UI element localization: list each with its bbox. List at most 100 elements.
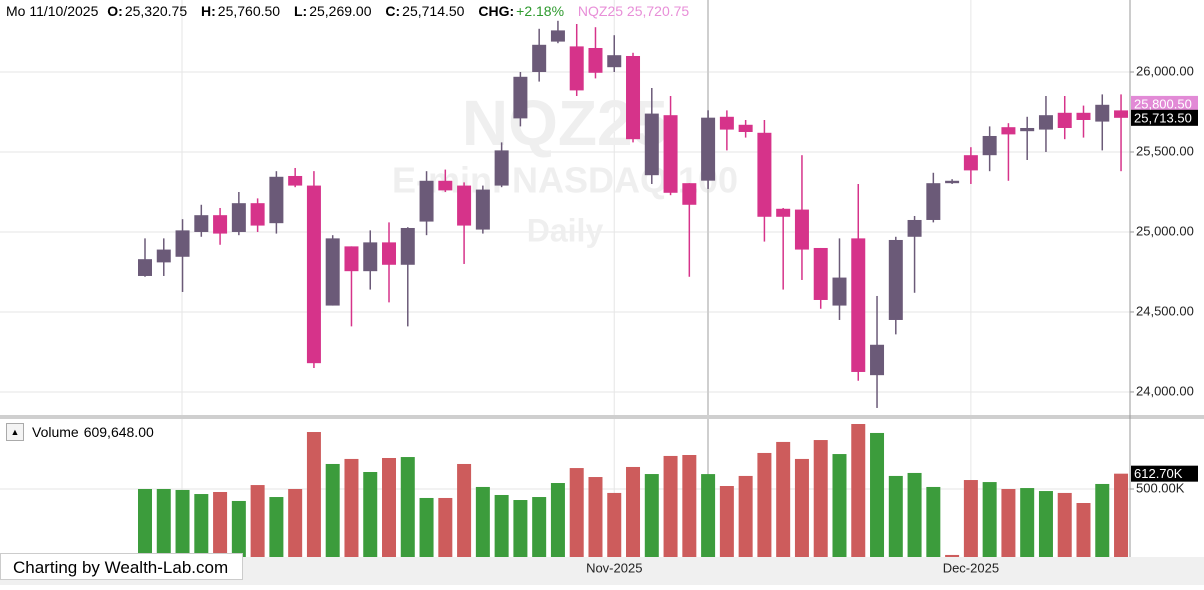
- candle-body: [175, 230, 190, 257]
- volume-bar: [1038, 491, 1053, 557]
- volume-bar: [325, 463, 340, 557]
- candle-body: [682, 183, 697, 205]
- header-value: 25,760.50: [217, 3, 281, 19]
- y-tick-label: 24,500.00: [1136, 303, 1194, 318]
- header-label: CHG:: [478, 3, 515, 19]
- volume-bar: [607, 492, 622, 557]
- candle-body: [569, 46, 584, 91]
- candle-body: [269, 176, 284, 224]
- candle-body: [644, 113, 659, 176]
- volume-bar: [382, 457, 397, 557]
- volume-bar: [888, 475, 903, 557]
- volume-bar: [1076, 503, 1091, 557]
- volume-bar: [719, 486, 734, 557]
- y-tick-label: 24,000.00: [1136, 383, 1194, 398]
- candle-body: [1114, 110, 1129, 118]
- candle-body: [794, 209, 809, 250]
- candle-body: [400, 227, 415, 265]
- header-value: +2.18%: [516, 3, 565, 19]
- pane-separator: [0, 415, 1204, 419]
- volume-bar: [438, 497, 453, 557]
- y-tick-label: 500.00K: [1136, 480, 1185, 495]
- volume-bar: [532, 497, 547, 557]
- volume-bar: [419, 497, 434, 557]
- candle-body: [382, 242, 397, 265]
- volume-bar: [757, 452, 772, 557]
- volume-bar: [475, 486, 490, 557]
- x-tick-label: Nov-2025: [586, 560, 642, 575]
- candle-body: [138, 259, 152, 276]
- y-tick-label: 26,000.00: [1136, 63, 1194, 78]
- last-value-label: 25,800.50: [1134, 96, 1192, 111]
- volume-bar: [138, 489, 152, 557]
- header-value: 25,714.50: [402, 3, 465, 19]
- last-value-box: [1131, 109, 1198, 126]
- candle-body: [1020, 127, 1035, 132]
- last-value-box: [1131, 95, 1198, 112]
- volume-bar: [851, 423, 866, 557]
- candle-body: [344, 246, 359, 272]
- candle-body: [1095, 104, 1110, 122]
- volume-bar: [682, 455, 697, 557]
- volume-bar: [569, 468, 584, 557]
- volume-bar: [494, 494, 509, 557]
- candle-body: [588, 47, 603, 73]
- volume-bar: [1001, 489, 1016, 557]
- header-label: C:: [385, 3, 401, 19]
- volume-bar: [250, 485, 265, 557]
- candle-body: [494, 150, 509, 186]
- header-date: Mo 11/10/2025: [6, 3, 99, 19]
- volume-bar: [1114, 473, 1129, 557]
- header-item: L: 25,269.00: [294, 3, 377, 19]
- volume-bar: [832, 454, 847, 557]
- candle-body: [1038, 115, 1053, 130]
- volume-bar: [1057, 492, 1072, 557]
- y-tick-label: 25,000.00: [1136, 223, 1194, 238]
- candle-body: [982, 135, 997, 156]
- candle-body: [851, 238, 866, 372]
- candle-body: [888, 239, 903, 320]
- volume-bar: [813, 440, 828, 557]
- candle-body: [194, 215, 209, 232]
- candle-body: [870, 344, 885, 376]
- header-item: C: 25,714.50: [385, 3, 469, 19]
- candle-body: [213, 215, 228, 234]
- candle-body: [813, 247, 828, 300]
- volume-bar: [213, 491, 228, 557]
- candle-body: [607, 55, 622, 68]
- candle-body: [719, 116, 734, 130]
- volume-bar: [194, 494, 209, 557]
- volume-bar: [794, 458, 809, 557]
- watermark-scale: Daily: [527, 212, 604, 248]
- volume-bar: [870, 432, 885, 557]
- footer: Charting by Wealth-Lab.com: [0, 553, 243, 580]
- header-value: 25,320.75: [124, 3, 188, 19]
- volume-bar: [738, 475, 753, 557]
- volume-bar: [175, 489, 190, 557]
- volume-bar: [513, 500, 528, 557]
- watermark: NQZ25 E-mini NASDAQ 100 Daily: [392, 87, 738, 249]
- candle-body: [325, 238, 340, 306]
- candle-body: [1001, 127, 1016, 135]
- last-value-box: [1131, 465, 1198, 482]
- collapse-button[interactable]: ▲: [6, 423, 24, 441]
- volume-bar: [982, 482, 997, 557]
- volume-bar: [400, 457, 415, 557]
- volume-bar: [550, 483, 565, 557]
- candle-body: [550, 30, 565, 42]
- header-label: O:: [107, 3, 123, 19]
- volume-bar: [288, 489, 303, 557]
- volume-bar: [776, 441, 791, 557]
- watermark-name: E-mini NASDAQ 100: [392, 160, 738, 201]
- candle-body: [1057, 112, 1072, 128]
- volume-bar: [269, 497, 284, 557]
- volume-bar: [626, 466, 641, 557]
- last-value-label: 25,713.50: [1134, 110, 1192, 125]
- volume-bar: [306, 432, 321, 557]
- candle-body: [757, 132, 772, 217]
- candle-body: [1076, 112, 1091, 120]
- candle-body: [626, 55, 641, 140]
- candle-body: [776, 208, 791, 217]
